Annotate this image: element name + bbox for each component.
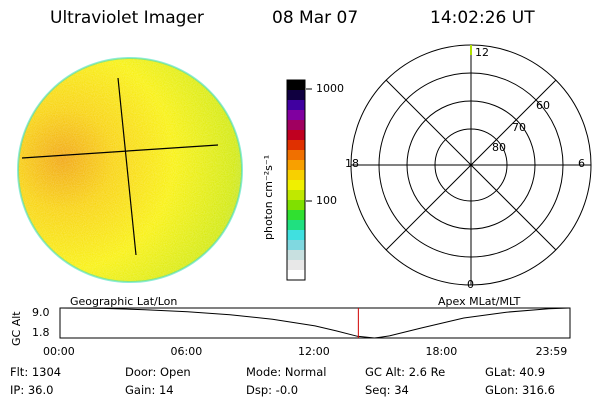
alt-xtick: 23:59 xyxy=(535,345,568,358)
mlat-80-label: 80 xyxy=(492,141,506,154)
colorbar-unit-label: photon cm⁻²s⁻¹ xyxy=(262,154,275,240)
mlt-0-label: 0 xyxy=(467,278,474,291)
alt-xtick: 12:00 xyxy=(298,345,330,358)
status-field: Dsp: -0.0 xyxy=(246,383,299,397)
time-label: 14:02:26 UT xyxy=(430,8,535,28)
alt-ylabel: GC Alt xyxy=(10,311,23,346)
mlt-6-label: 6 xyxy=(578,157,585,170)
longitude-line xyxy=(117,77,137,256)
mlat-70-label: 70 xyxy=(512,121,526,134)
geographic-caption: Geographic Lat/Lon xyxy=(70,295,178,308)
instrument-title: Ultraviolet Imager xyxy=(50,8,204,28)
date-label: 08 Mar 07 xyxy=(272,8,359,28)
status-field: Door: Open xyxy=(125,365,191,379)
alt-ytick-top: 9.0 xyxy=(32,306,50,319)
status-field: Seq: 34 xyxy=(365,383,409,397)
status-field: Gain: 14 xyxy=(125,383,174,397)
colorbar-tick-100: 100 xyxy=(316,194,337,207)
alt-xtick: 00:00 xyxy=(43,345,75,358)
mlt-18-label: 18 xyxy=(345,157,359,170)
alt-xtick: 06:00 xyxy=(170,345,203,358)
apex-caption: Apex MLat/MLT xyxy=(438,295,521,308)
latitude-line xyxy=(21,144,219,159)
status-field: GLat: 40.9 xyxy=(485,365,546,379)
alt-ytick-bottom: 1.8 xyxy=(32,326,50,339)
status-field: Flt: 1304 xyxy=(10,365,62,379)
colorbar-tick-1000: 1000 xyxy=(316,82,344,95)
status-field: GLon: 316.6 xyxy=(485,383,555,397)
status-field: Mode: Normal xyxy=(246,365,327,379)
status-field: GC Alt: 2.6 Re xyxy=(365,365,446,379)
mlat-60-label: 60 xyxy=(536,99,550,112)
status-field: IP: 36.0 xyxy=(10,383,54,397)
mlt-12-label: 12 xyxy=(475,46,489,59)
alt-xtick: 18:00 xyxy=(425,345,458,358)
